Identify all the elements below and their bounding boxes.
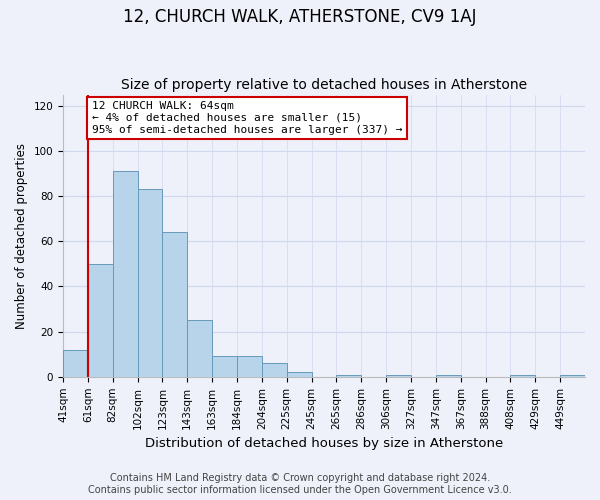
Bar <box>436 374 461 377</box>
Bar <box>163 232 187 377</box>
Bar <box>137 190 163 377</box>
Bar <box>212 356 237 377</box>
Text: Contains HM Land Registry data © Crown copyright and database right 2024.
Contai: Contains HM Land Registry data © Crown c… <box>88 474 512 495</box>
Bar <box>287 372 311 377</box>
Title: Size of property relative to detached houses in Atherstone: Size of property relative to detached ho… <box>121 78 527 92</box>
Bar <box>88 264 113 377</box>
Bar <box>113 172 137 377</box>
Bar <box>337 374 361 377</box>
Bar <box>63 350 88 377</box>
Bar <box>237 356 262 377</box>
Bar <box>560 374 585 377</box>
Bar <box>262 364 287 377</box>
Bar <box>187 320 212 377</box>
X-axis label: Distribution of detached houses by size in Atherstone: Distribution of detached houses by size … <box>145 437 503 450</box>
Text: 12, CHURCH WALK, ATHERSTONE, CV9 1AJ: 12, CHURCH WALK, ATHERSTONE, CV9 1AJ <box>123 8 477 26</box>
Text: 12 CHURCH WALK: 64sqm
← 4% of detached houses are smaller (15)
95% of semi-detac: 12 CHURCH WALK: 64sqm ← 4% of detached h… <box>92 102 402 134</box>
Bar <box>386 374 411 377</box>
Y-axis label: Number of detached properties: Number of detached properties <box>15 142 28 328</box>
Bar <box>511 374 535 377</box>
